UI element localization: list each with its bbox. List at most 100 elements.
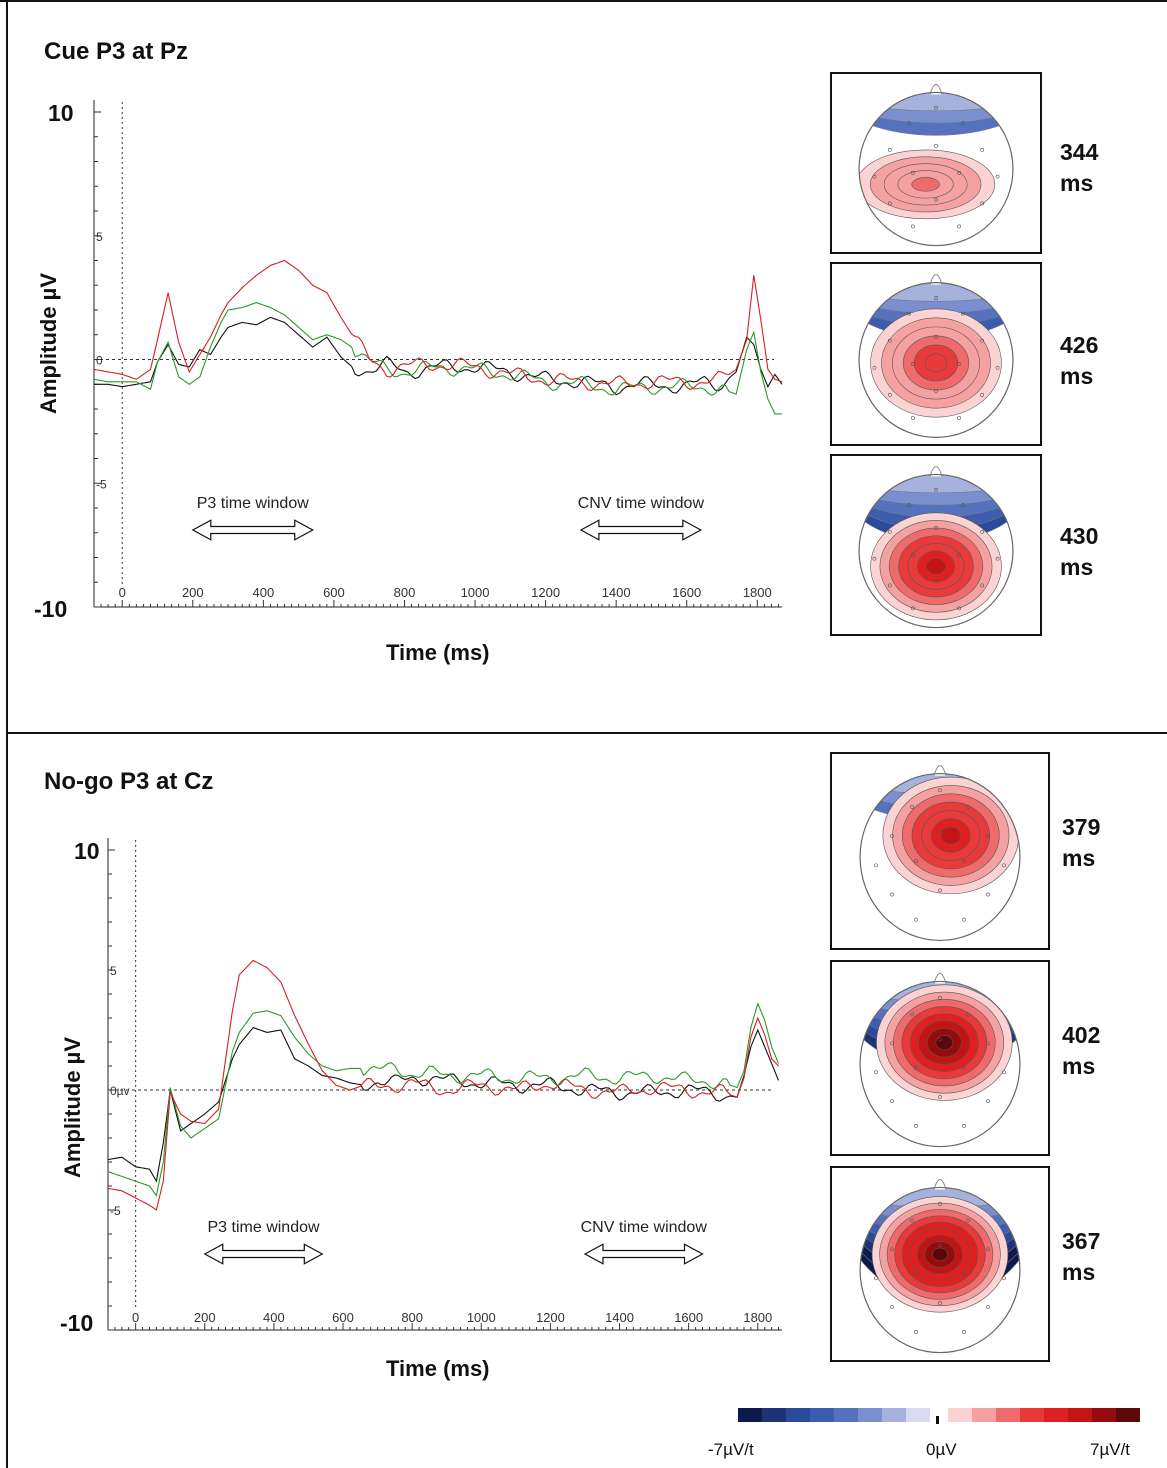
topo-electrode [887, 583, 892, 588]
topo-electrode [872, 556, 877, 561]
topo-electrode [962, 1124, 966, 1128]
frame-left-border [6, 0, 8, 1468]
topo-electrode [980, 529, 985, 534]
y-max-label-cue: 10 [48, 100, 74, 126]
x-tick-label: 1600 [674, 1310, 703, 1325]
topo-electrode [986, 892, 990, 897]
topo-electrode [938, 830, 942, 834]
y-tick-label: -5 [110, 1204, 121, 1218]
panel-title-nogo: No-go P3 at Cz [44, 768, 214, 795]
topo-electrode [872, 174, 877, 179]
topo-map-fill [859, 92, 1013, 246]
color-scale-max-label: 7µV/t [1090, 1440, 1131, 1459]
y-min-label-nogo: -10 [60, 1310, 94, 1336]
y-tick-label: 5 [96, 230, 103, 244]
erp-series-line [107, 959, 779, 1211]
topo-electrode [911, 361, 915, 366]
topo-electrode [938, 1095, 942, 1099]
x-tick-label: 1000 [467, 1310, 496, 1325]
x-tick-label: 1200 [536, 1310, 565, 1325]
topomap-latency-cue-2: 426 ms [1060, 332, 1099, 389]
topo-electrode [966, 805, 970, 809]
topo-electrode [874, 1070, 878, 1075]
topo-electrode [890, 892, 894, 897]
topomap-nogo-379 [830, 752, 1050, 950]
x-tick-label: 1000 [461, 585, 490, 600]
topo-electrode [890, 1305, 894, 1310]
x-tick-label: 1400 [602, 585, 631, 600]
topo-map-fill [860, 981, 1020, 1147]
topo-electrode [934, 197, 938, 202]
topo-electrode [995, 556, 1000, 561]
x-tick-label: 200 [194, 1310, 216, 1325]
topo-electrode [872, 365, 877, 370]
topo-electrode [934, 526, 938, 530]
color-scale-swatch [972, 1408, 996, 1422]
topomap-cue-344 [830, 72, 1042, 254]
time-window-arrow [203, 1243, 324, 1265]
topo-electrode [887, 201, 892, 206]
topo-electrode [986, 834, 990, 839]
topo-electrode [1002, 1276, 1006, 1281]
x-axis-label-nogo: Time (ms) [386, 1356, 490, 1381]
color-scale-swatch [1116, 1408, 1140, 1422]
time-window-label: CNV time window [581, 1219, 708, 1236]
topo-electrode [887, 392, 892, 397]
x-tick-label: 600 [332, 1310, 354, 1325]
erp-chart-cue: 5 0 -5 0 200 400 600 800 1000 1200 1400 1600 1800 P3 … [93, 100, 783, 608]
topo-electrode [914, 1330, 918, 1334]
erp-series-line [93, 302, 782, 415]
topo-head-outline [858, 91, 1014, 247]
y-tick-label: -5 [96, 477, 107, 491]
topomap-cue-426 [830, 262, 1042, 446]
time-window-label: P3 time window [208, 1219, 320, 1236]
color-scale-swatch [1068, 1408, 1092, 1422]
topo-electrode [914, 1124, 918, 1128]
topo-positive-band [935, 1035, 954, 1051]
topomap-latency-cue-3: 430 ms [1060, 523, 1099, 580]
y-tick-label: 5 [110, 964, 117, 978]
topo-electrode [957, 170, 961, 175]
topo-electrode [961, 503, 965, 507]
color-scale-swatch [762, 1408, 786, 1422]
erp-series-line [107, 1001, 780, 1197]
y-max-label-nogo: 10 [74, 838, 100, 864]
topo-head-outline [859, 1186, 1021, 1354]
topo-electrode [961, 121, 965, 125]
topo-electrode [986, 1099, 990, 1104]
topo-electrode [957, 552, 961, 557]
topo-electrode [890, 1041, 894, 1046]
topo-electrode [911, 224, 915, 229]
topo-electrode [1002, 863, 1006, 868]
topo-electrode [938, 788, 942, 793]
topo-electrode [957, 606, 961, 611]
erp-series-line [93, 259, 783, 392]
time-window-label: CNV time window [578, 495, 705, 512]
topo-positive-band [924, 353, 948, 373]
topo-electrode [910, 1218, 914, 1223]
color-scale-swatch [1020, 1408, 1044, 1422]
topo-electrode [890, 1099, 894, 1104]
x-tick-label: 0 [132, 1310, 139, 1325]
topo-electrode [995, 174, 1000, 179]
x-tick-label: 1600 [672, 585, 701, 600]
x-tick-label: 600 [323, 585, 345, 600]
color-scale-swatch [738, 1408, 762, 1422]
color-scale-bar [738, 1408, 1140, 1424]
topo-electrode [980, 338, 985, 343]
topo-electrode [934, 487, 938, 492]
topo-electrode [938, 1037, 942, 1042]
topo-electrode [907, 503, 911, 507]
topo-electrode [980, 201, 985, 206]
topo-electrode [966, 1012, 970, 1017]
time-window-arrow [191, 519, 315, 541]
panel-title-cue: Cue P3 at Pz [44, 38, 189, 65]
color-scale-zero-mark [936, 1416, 939, 1424]
color-scale-swatch [1044, 1408, 1068, 1422]
topo-electrode [911, 552, 915, 557]
x-tick-label: 400 [253, 585, 275, 600]
topo-electrode [938, 888, 942, 893]
color-scale-swatch [948, 1408, 972, 1422]
topo-electrode [1002, 1070, 1006, 1075]
topo-electrode [914, 1066, 918, 1071]
